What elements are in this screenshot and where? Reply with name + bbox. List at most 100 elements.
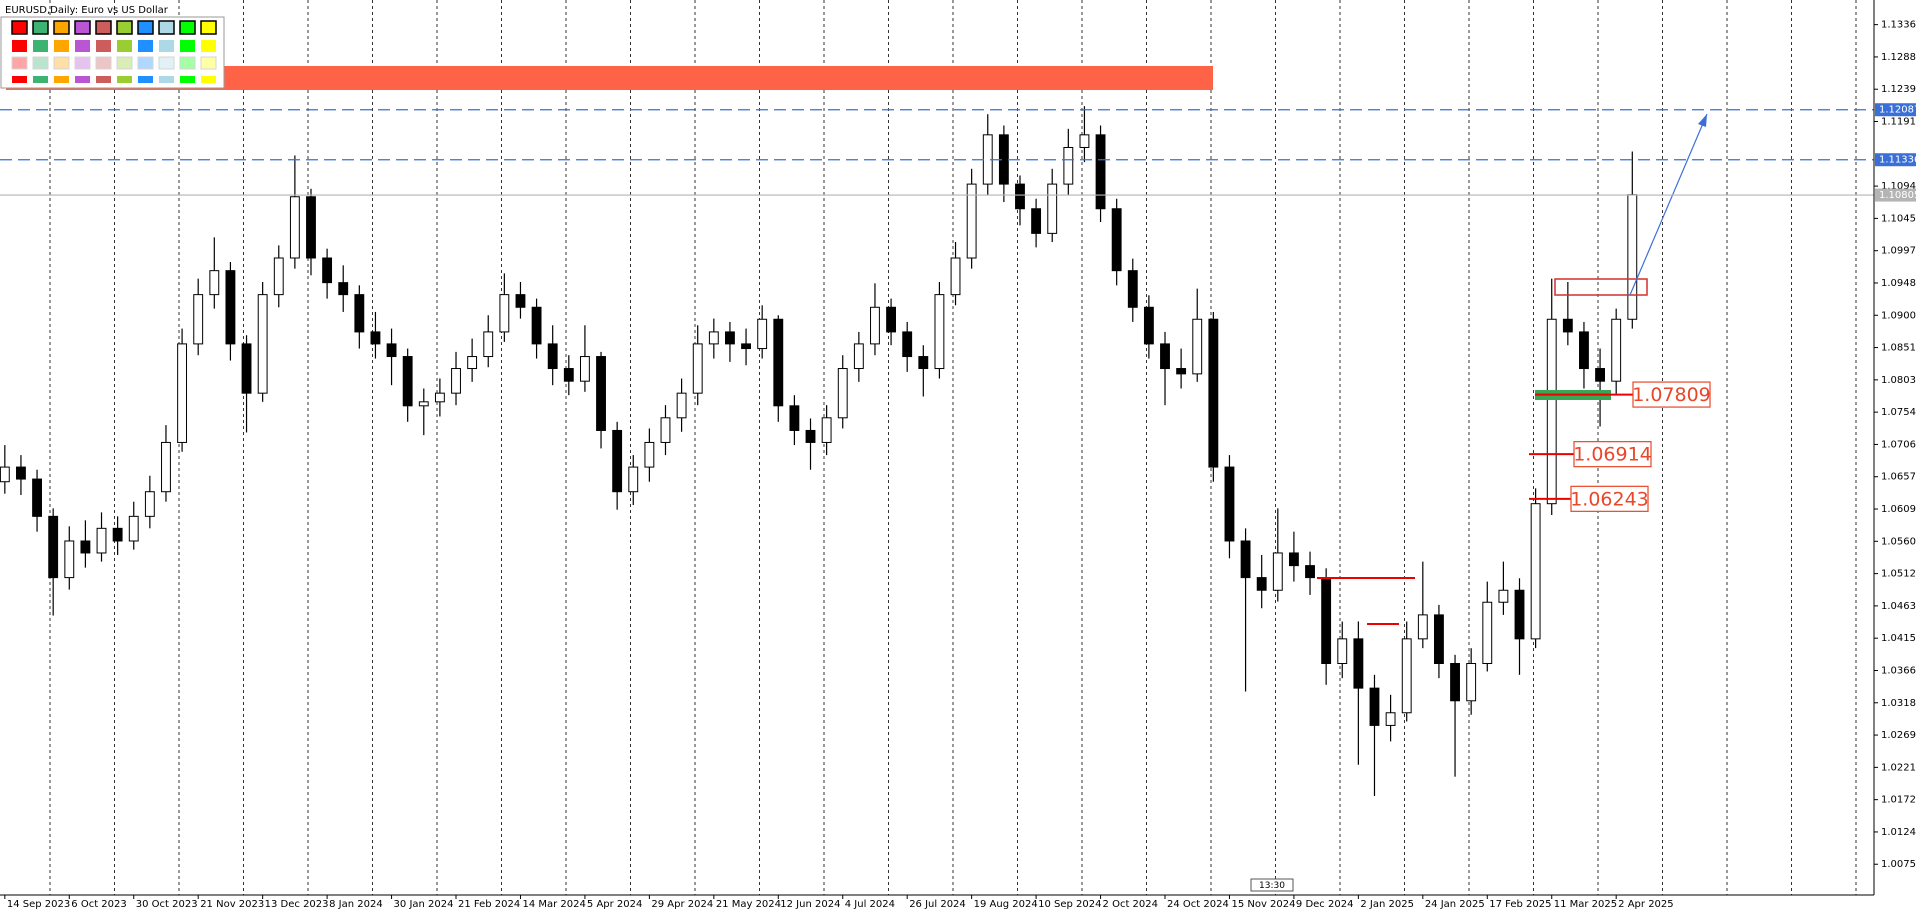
candle-body bbox=[676, 392, 687, 419]
candle-body bbox=[757, 318, 768, 350]
x-tick-label: 21 Feb 2024 bbox=[458, 899, 520, 910]
candle-body bbox=[1595, 368, 1606, 382]
palette-swatch bbox=[159, 40, 174, 52]
palette-swatch bbox=[11, 20, 28, 35]
grid bbox=[49, 0, 1857, 895]
y-tick-label: 1.10455 bbox=[1881, 213, 1916, 224]
y-tick-label: 1.04150 bbox=[1881, 633, 1916, 644]
palette-swatch bbox=[137, 56, 154, 70]
candle-body bbox=[1434, 614, 1444, 664]
palette-swatch bbox=[96, 40, 111, 52]
palette-swatch bbox=[75, 40, 90, 52]
timer: 13:30 bbox=[1259, 881, 1285, 891]
candle-body bbox=[725, 331, 735, 345]
price-label: 1.11336 bbox=[1879, 155, 1916, 166]
candle-body bbox=[1111, 208, 1122, 272]
palette-swatch bbox=[95, 20, 112, 35]
candle-body bbox=[1385, 712, 1396, 726]
candle-body bbox=[1353, 638, 1364, 689]
candle-body bbox=[1063, 146, 1074, 185]
palette-swatch bbox=[117, 76, 132, 83]
candle-body bbox=[499, 294, 510, 333]
y-tick-label: 1.09970 bbox=[1881, 246, 1916, 257]
palette-swatch bbox=[54, 76, 69, 83]
candle-body bbox=[177, 343, 188, 443]
level-label: 1.07809 bbox=[1632, 384, 1711, 406]
y-tick-label: 1.03665 bbox=[1881, 665, 1916, 676]
price-label-box bbox=[1875, 153, 1916, 167]
palette-swatch bbox=[33, 40, 48, 52]
palette-swatch bbox=[75, 76, 90, 83]
palette-swatch bbox=[179, 20, 196, 35]
price-label-box bbox=[1875, 103, 1916, 117]
x-tick-label: 14 Sep 2023 bbox=[7, 899, 70, 910]
candle-body bbox=[241, 343, 252, 394]
candle-body bbox=[1176, 368, 1187, 375]
level-label: 1.06243 bbox=[1570, 488, 1649, 510]
candle-body bbox=[1240, 540, 1251, 579]
palette-swatch bbox=[200, 56, 217, 70]
candle-body bbox=[547, 343, 558, 370]
color-palette bbox=[0, 16, 225, 89]
y-tick-label: 1.01725 bbox=[1881, 795, 1916, 806]
candle-body bbox=[644, 441, 655, 468]
candle-body bbox=[692, 343, 703, 394]
x-tick-label: 17 Feb 2025 bbox=[1489, 899, 1551, 910]
x-tick-label: 11 Mar 2025 bbox=[1554, 899, 1617, 910]
y-tick-label: 1.07545 bbox=[1881, 407, 1916, 418]
palette-swatch bbox=[200, 20, 217, 35]
trend-arrow bbox=[1629, 113, 1708, 296]
candle-body bbox=[1466, 662, 1477, 702]
candle-body bbox=[596, 356, 606, 431]
candle-body bbox=[1272, 552, 1283, 591]
level-label-box bbox=[1632, 381, 1711, 408]
candle-body bbox=[1482, 601, 1493, 664]
x-tick-label: 10 Sep 2024 bbox=[1038, 899, 1101, 910]
x-tick-label: 21 Nov 2023 bbox=[200, 899, 264, 910]
y-tick-label: 1.07060 bbox=[1881, 439, 1916, 450]
candle-body bbox=[418, 401, 429, 407]
price-label-box bbox=[1875, 188, 1916, 202]
y-tick-label: 1.13365 bbox=[1881, 20, 1916, 31]
candle-body bbox=[870, 306, 880, 345]
candle-body bbox=[225, 270, 236, 345]
candle-body bbox=[1079, 134, 1090, 148]
candle-body bbox=[853, 343, 864, 370]
level-label: 1.06914 bbox=[1573, 444, 1652, 466]
candle-body bbox=[579, 356, 590, 382]
candle-body bbox=[660, 417, 671, 443]
candle-body bbox=[708, 331, 719, 345]
price-label: 1.10805 bbox=[1879, 190, 1916, 201]
x-tick-label: 21 May 2024 bbox=[716, 899, 781, 910]
candle-body bbox=[531, 306, 542, 345]
candle-body bbox=[1192, 318, 1203, 375]
y-tick-label: 1.10940 bbox=[1881, 181, 1916, 192]
candle-body bbox=[515, 294, 526, 308]
y-tick-label: 1.05120 bbox=[1881, 569, 1916, 580]
candle-body bbox=[193, 294, 204, 345]
arrow-head bbox=[1698, 114, 1707, 127]
candle-body bbox=[1208, 318, 1219, 468]
candle-body bbox=[1546, 318, 1557, 505]
candle-body bbox=[1224, 466, 1235, 542]
candle-body bbox=[257, 294, 268, 394]
candle-body bbox=[16, 466, 26, 480]
palette-swatch bbox=[180, 76, 195, 83]
candle-body bbox=[161, 441, 171, 493]
candle-body bbox=[402, 356, 413, 407]
chart-title: EURUSD,Daily: Euro vs US Dollar bbox=[5, 5, 169, 16]
x-tick-label: 29 Apr 2024 bbox=[651, 899, 713, 910]
palette-swatch bbox=[12, 40, 27, 52]
palette-swatch bbox=[74, 20, 91, 35]
candle-body bbox=[821, 417, 832, 443]
y-tick-label: 1.02210 bbox=[1881, 762, 1916, 773]
palette-swatch bbox=[138, 76, 153, 83]
candle-body bbox=[612, 429, 623, 493]
y-tick-label: 1.09485 bbox=[1881, 278, 1916, 289]
candle-body bbox=[773, 318, 784, 407]
candle-body bbox=[563, 368, 574, 382]
y-tick-label: 1.03180 bbox=[1881, 698, 1916, 709]
palette-swatch bbox=[116, 20, 133, 35]
palette-swatch bbox=[74, 56, 91, 70]
